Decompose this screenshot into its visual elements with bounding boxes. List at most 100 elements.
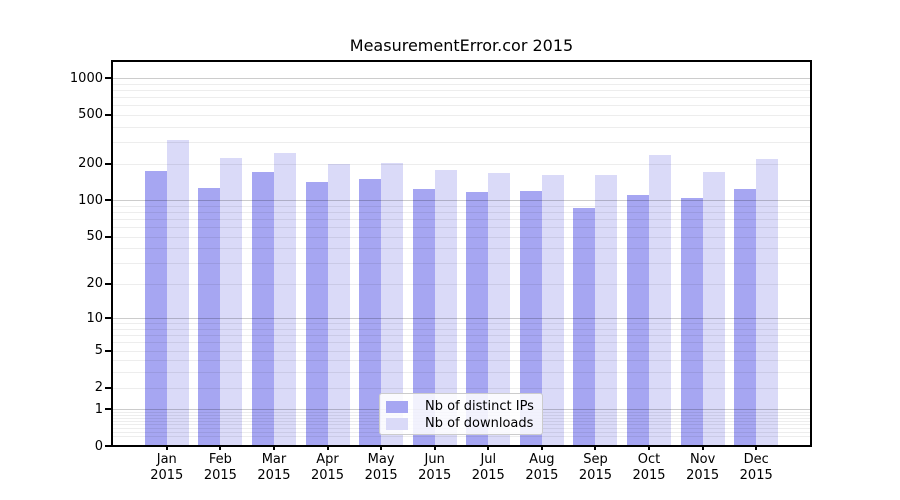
x-tick-label-jun: Jun 2015 [403, 452, 467, 484]
y-tick-mark [105, 445, 111, 447]
x-tick-mark [272, 445, 275, 450]
y-tick-label-500: 500 [78, 107, 103, 123]
y-tick-mark [105, 113, 111, 116]
y-gridline-10 [113, 318, 810, 320]
x-tick-mark [487, 445, 490, 450]
legend-label-distinct-ips: Nb of distinct IPs [425, 399, 534, 414]
bar-distinct-ips-may [359, 179, 382, 445]
x-tick-mark [594, 445, 597, 450]
bar-downloads-jun [434, 169, 457, 445]
x-tick-label-mar: Mar 2015 [242, 452, 306, 484]
y-gridline-4 [113, 360, 810, 362]
y-gridline-90 [113, 205, 810, 207]
y-tick-label-50: 50 [86, 229, 103, 245]
x-tick-month: Oct [637, 452, 661, 467]
x-tick-mark [648, 445, 651, 450]
bar-downloads-aug [541, 175, 564, 445]
y-tick-mark [105, 282, 111, 285]
x-tick-month: Feb [208, 452, 232, 467]
y-tick-label-1000: 1000 [69, 70, 103, 86]
y-gridline-50 [113, 236, 810, 238]
x-tick-month: Aug [529, 452, 555, 467]
x-tick-mark [433, 445, 436, 450]
bar-distinct-ips-feb [198, 187, 221, 445]
y-gridline-400 [113, 126, 810, 128]
y-tick-label-100: 100 [78, 192, 103, 208]
bar-distinct-ips-apr [305, 182, 328, 445]
y-tick-mark [105, 408, 111, 411]
bars-layer [113, 62, 810, 445]
legend-label-downloads: Nb of downloads [425, 416, 534, 431]
x-tick-month: Dec [743, 452, 769, 467]
bar-downloads-may [381, 162, 404, 445]
x-tick-mark [380, 445, 383, 450]
y-tick-label-20: 20 [86, 276, 103, 292]
y-gridline-5 [113, 350, 810, 352]
x-tick-label-aug: Aug 2015 [510, 452, 574, 484]
bar-distinct-ips-aug [519, 191, 542, 445]
bar-distinct-ips-nov [680, 197, 703, 445]
x-tick-label-may: May 2015 [349, 452, 413, 484]
y-tick-mark [105, 235, 111, 238]
y-gridline-1000 [113, 78, 810, 80]
chart-title: MeasurementError.cor 2015 [349, 36, 574, 55]
x-tick-label-sep: Sep 2015 [563, 452, 627, 484]
bar-downloads-apr [327, 163, 350, 445]
x-tick-year: 2015 [471, 468, 505, 483]
legend-item-distinct-ips: Nb of distinct IPs [386, 398, 542, 415]
y-gridline-800 [113, 90, 810, 91]
bar-downloads-feb [220, 158, 243, 445]
y-gridline-7 [113, 335, 810, 337]
y-tick-label-10: 10 [86, 310, 103, 326]
x-tick-year: 2015 [150, 468, 184, 483]
y-gridline-8 [113, 329, 810, 330]
x-tick-year: 2015 [364, 468, 398, 483]
y-gridline-80 [113, 212, 810, 213]
y-gridline-500 [113, 115, 810, 116]
y-gridline-40 [113, 248, 810, 250]
y-gridline-70 [113, 219, 810, 220]
x-tick-year: 2015 [310, 468, 345, 483]
y-gridline-700 [113, 97, 810, 99]
x-tick-mark [326, 445, 329, 450]
x-tick-year: 2015 [203, 468, 237, 483]
x-tick-month: Jan [156, 452, 177, 467]
bar-downloads-sep [595, 174, 618, 445]
y-gridline-30 [113, 263, 810, 265]
x-tick-mark [219, 445, 222, 450]
x-tick-month: Mar [261, 452, 287, 467]
grid-layer [113, 62, 810, 445]
legend: Nb of distinct IPs Nb of downloads [379, 393, 543, 435]
bar-distinct-ips-oct [627, 195, 650, 445]
bar-distinct-ips-dec [734, 189, 757, 445]
y-gridline-6 [113, 342, 810, 344]
x-tick-label-apr: Apr 2015 [296, 452, 360, 484]
x-tick-year: 2015 [578, 468, 612, 483]
x-tick-label-feb: Feb 2015 [188, 452, 252, 484]
x-tick-year: 2015 [686, 468, 720, 483]
y-gridline-300 [113, 142, 810, 144]
plot-area: Nb of distinct IPs Nb of downloads [111, 60, 812, 447]
bar-downloads-oct [649, 155, 672, 445]
y-gridline-2 [113, 387, 810, 389]
y-gridline-900 [113, 83, 810, 85]
legend-item-downloads: Nb of downloads [386, 415, 542, 432]
x-tick-label-oct: Oct 2015 [617, 452, 681, 484]
bar-distinct-ips-jun [412, 189, 435, 445]
y-gridline-100 [113, 200, 810, 202]
y-tick-mark [105, 162, 111, 165]
x-tick-mark [701, 445, 704, 450]
x-tick-label-dec: Dec 2015 [724, 452, 788, 484]
bar-downloads-nov [702, 172, 725, 445]
bar-downloads-mar [273, 153, 296, 445]
y-tick-label-200: 200 [78, 156, 103, 172]
x-tick-label-jul: Jul 2015 [456, 452, 520, 484]
x-tick-month: Sep [583, 452, 608, 467]
y-gridline-3 [113, 372, 810, 374]
y-gridline-20 [113, 283, 810, 285]
y-tick-mark [105, 317, 111, 320]
bar-distinct-ips-jan [144, 170, 167, 445]
x-tick-year: 2015 [739, 468, 773, 483]
legend-swatch-distinct-ips [386, 400, 408, 413]
